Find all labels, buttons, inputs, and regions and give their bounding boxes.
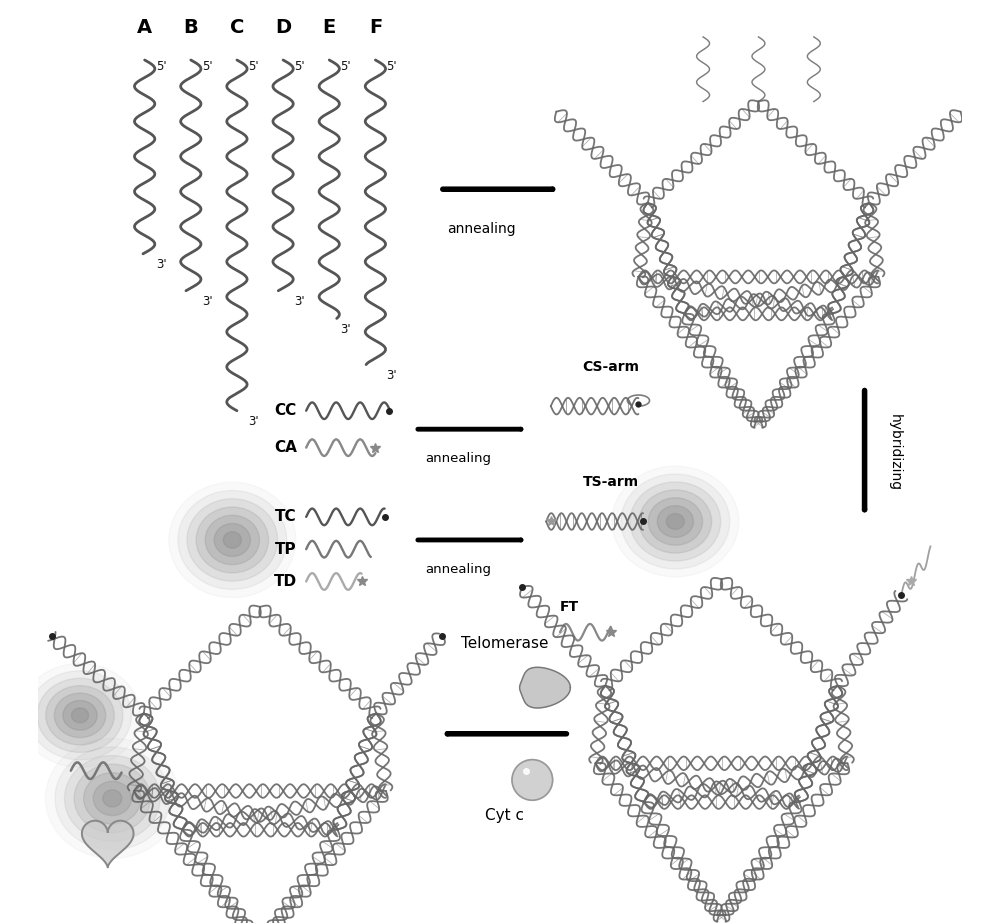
Text: 5': 5' [202,60,212,73]
Text: TD: TD [274,574,297,589]
Ellipse shape [46,686,114,745]
Ellipse shape [630,482,721,561]
Text: TS-arm: TS-arm [583,475,639,489]
Text: 5': 5' [248,60,259,73]
Circle shape [512,760,553,800]
Ellipse shape [621,474,730,569]
Text: C: C [230,18,244,37]
Ellipse shape [214,523,250,557]
Text: CS-arm: CS-arm [582,360,639,374]
Text: F: F [369,18,382,37]
Text: 5': 5' [156,60,166,73]
Ellipse shape [666,513,684,530]
Ellipse shape [196,507,269,573]
Ellipse shape [205,515,260,565]
Ellipse shape [84,773,141,824]
Text: 5': 5' [386,60,397,73]
Ellipse shape [223,532,241,548]
Text: TP: TP [275,542,297,557]
Ellipse shape [65,756,160,841]
Ellipse shape [55,747,170,850]
Text: 3': 3' [202,295,212,308]
Ellipse shape [71,708,89,723]
Text: TC: TC [275,509,297,524]
Ellipse shape [187,498,278,581]
Text: D: D [275,18,291,37]
Ellipse shape [29,671,131,760]
Text: 3': 3' [386,369,397,382]
Text: hybridizing: hybridizing [888,414,902,491]
Text: B: B [183,18,198,37]
Text: E: E [323,18,336,37]
Text: FT: FT [560,600,579,614]
Ellipse shape [63,701,97,730]
Text: annealing: annealing [425,452,491,465]
Polygon shape [520,667,570,708]
Ellipse shape [103,790,122,807]
Ellipse shape [648,497,703,545]
Ellipse shape [657,506,694,537]
Text: 3': 3' [294,295,305,308]
Text: A: A [137,18,152,37]
Ellipse shape [54,693,106,737]
Text: annealing: annealing [447,222,516,235]
Text: CC: CC [275,403,297,418]
Ellipse shape [639,490,712,553]
Text: Cyt c: Cyt c [485,809,524,823]
Text: 5': 5' [340,60,351,73]
Text: 3': 3' [156,258,166,271]
Polygon shape [82,821,134,868]
Ellipse shape [93,781,131,816]
Ellipse shape [178,490,287,590]
Text: Telomerase: Telomerase [461,636,548,651]
Text: 3': 3' [248,415,259,428]
Text: 5': 5' [294,60,305,73]
Ellipse shape [37,678,123,752]
Ellipse shape [74,764,151,833]
Text: annealing: annealing [425,563,491,576]
Text: CA: CA [274,440,297,455]
Text: 3': 3' [340,323,351,336]
